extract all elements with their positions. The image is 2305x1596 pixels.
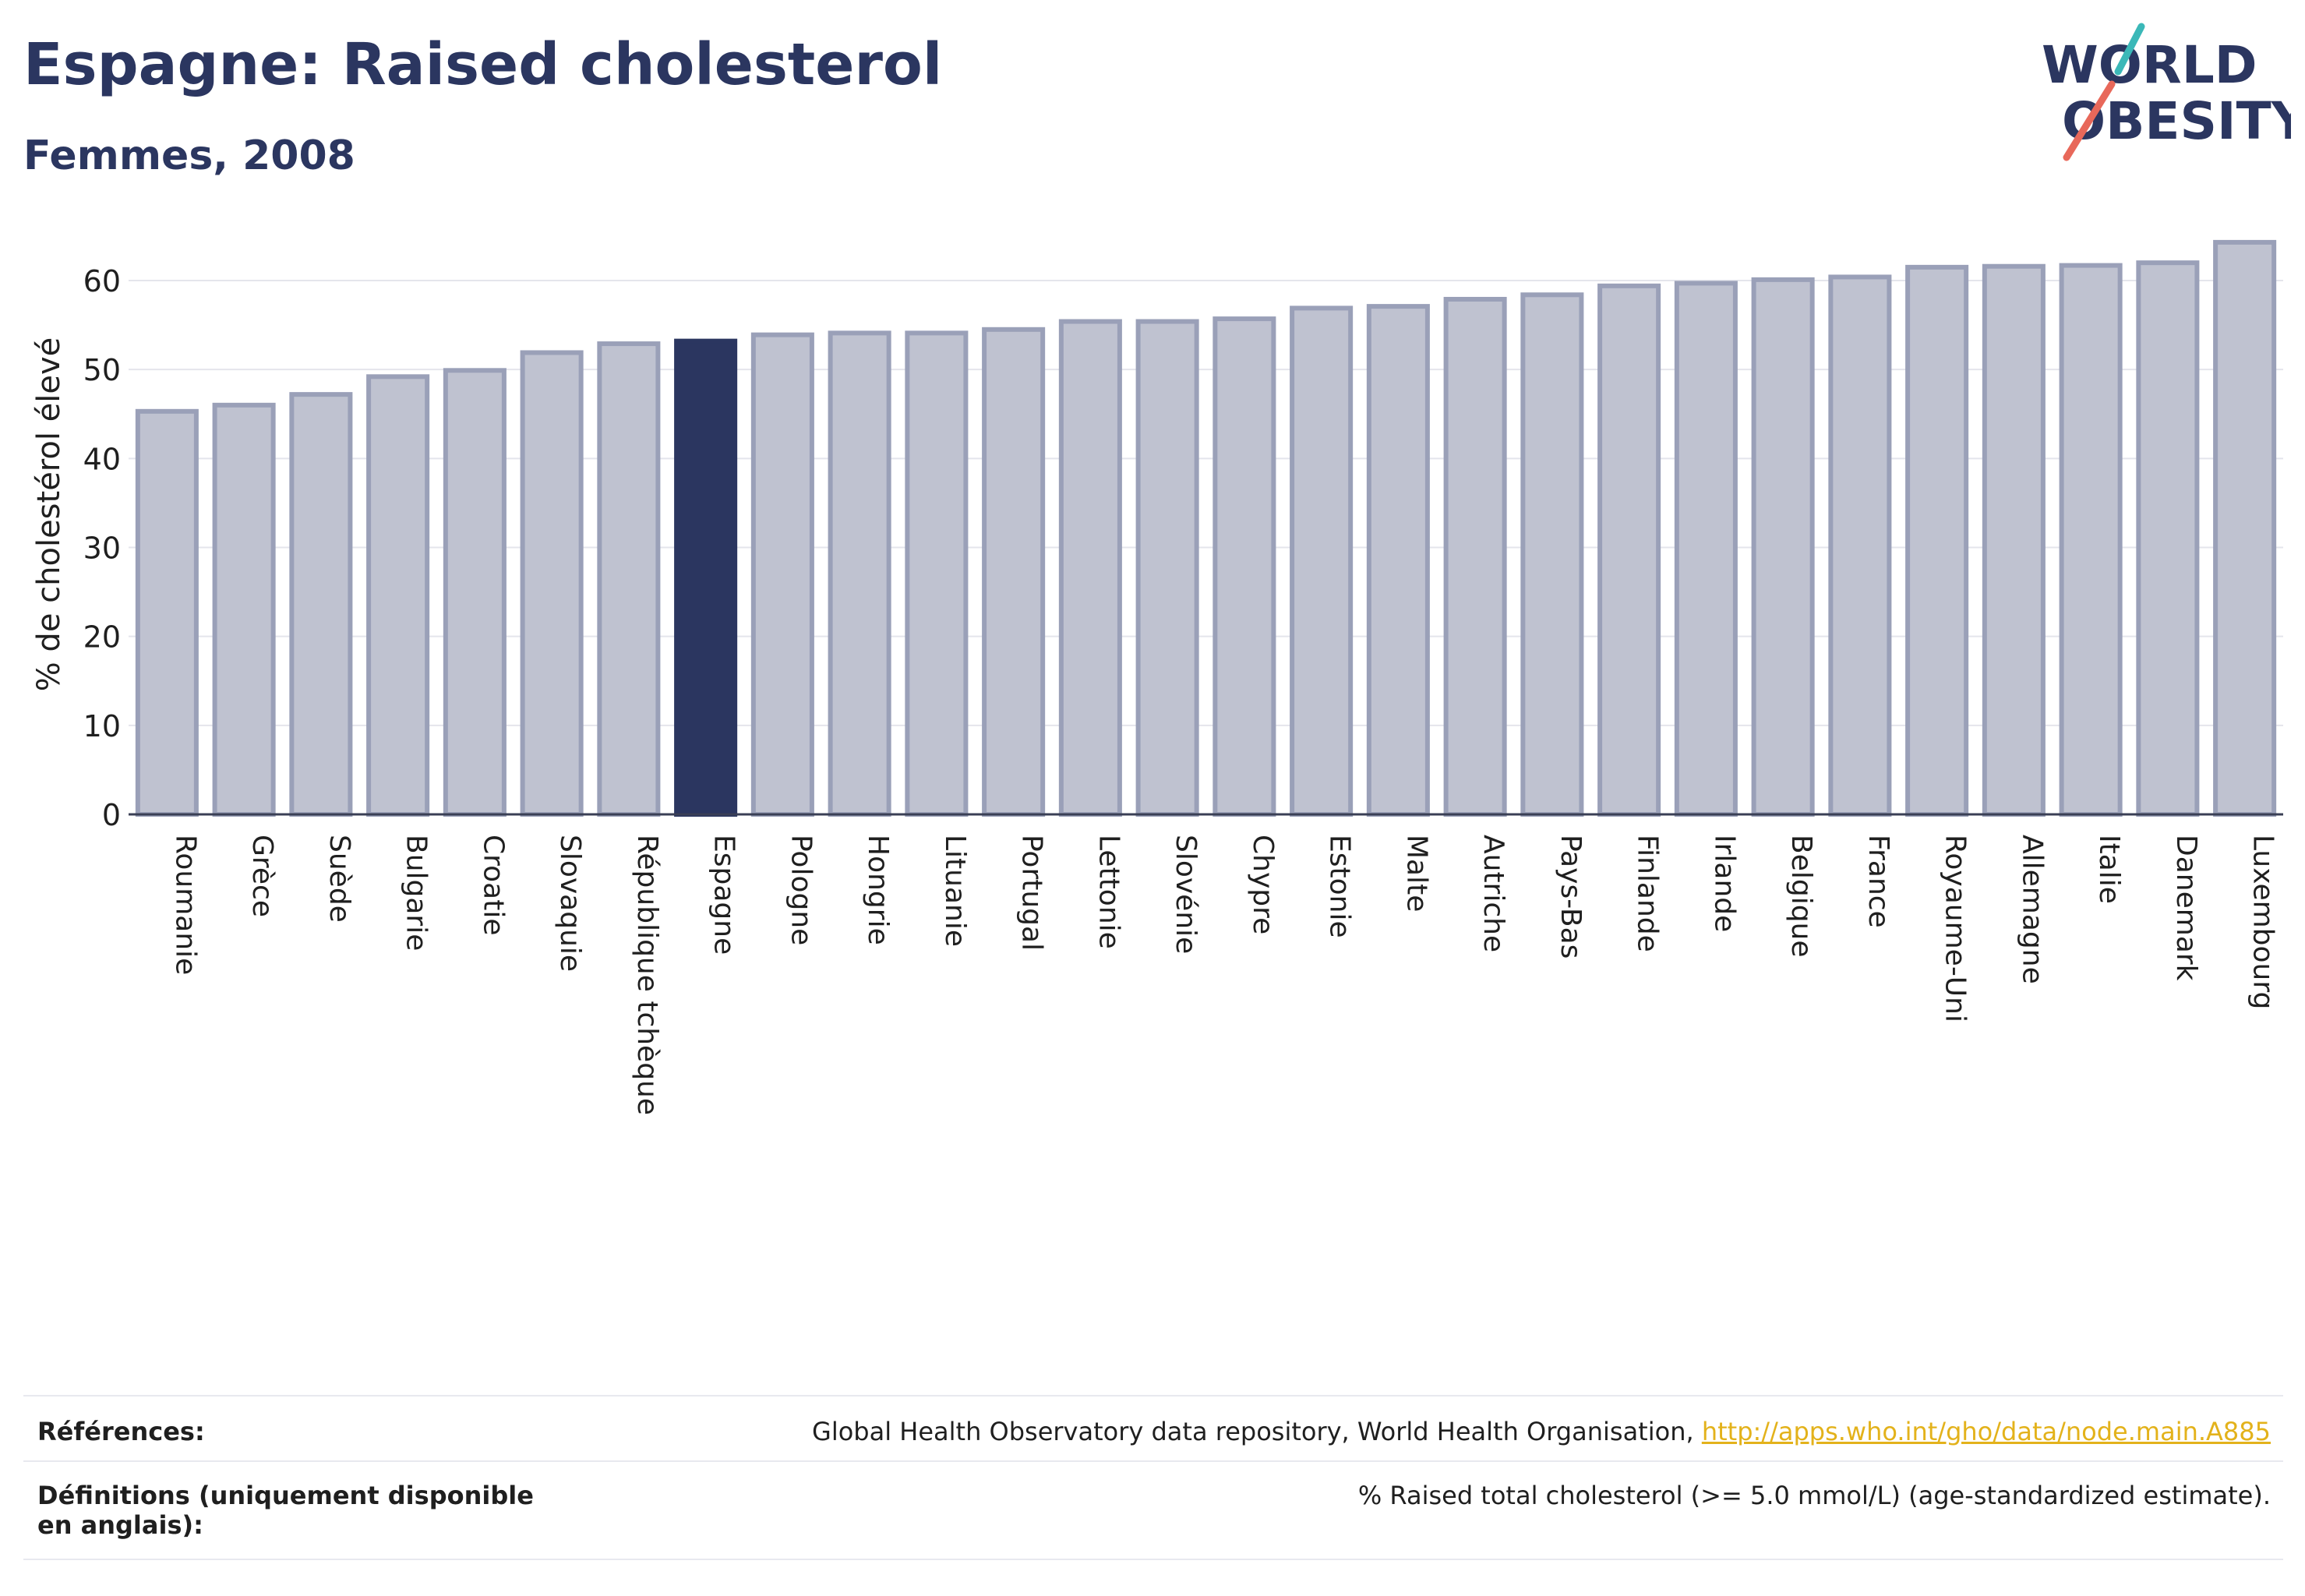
bar-slov-nie xyxy=(1135,319,1199,817)
bar-roumanie xyxy=(135,408,199,817)
bar-france xyxy=(1828,274,1892,817)
bar-estonie xyxy=(1290,305,1354,817)
y-tick-label: 40 xyxy=(83,442,121,476)
footer-separator-top xyxy=(23,1395,2283,1396)
bar-bulgarie xyxy=(366,374,430,817)
world-obesity-logo: WORLD OBESITY xyxy=(2042,23,2291,161)
x-tick-label: Estonie xyxy=(1324,835,1356,938)
y-tick-label: 30 xyxy=(83,531,121,566)
x-tick-label: Bulgarie xyxy=(401,835,432,951)
x-tick-label: Slovaquie xyxy=(554,835,586,972)
x-tick-label: Hongrie xyxy=(862,835,894,945)
y-tick-label: 20 xyxy=(83,620,121,655)
x-tick-label: Allemagne xyxy=(2016,835,2048,984)
bar-finlande xyxy=(1597,283,1661,817)
x-tick-label: Pays-Bas xyxy=(1555,835,1587,959)
x-tick-label: Espagne xyxy=(708,835,740,955)
x-tick-label: Grèce xyxy=(246,835,278,917)
bar-croatie xyxy=(443,368,507,817)
references-text: Global Health Observatory data repositor… xyxy=(812,1417,2271,1446)
bar-chypre xyxy=(1213,316,1276,817)
y-tick-label: 10 xyxy=(83,709,121,743)
bar-slovaquie xyxy=(520,350,584,817)
x-tick-label: Royaume-Uni xyxy=(1940,835,1971,1022)
bar-chart: 0 10 20 30 40 50 60 Roumanie Grèce Suède Bulgarie C… xyxy=(31,239,2283,1115)
definitions-text: % Raised total cholesterol (>= 5.0 mmol/… xyxy=(1357,1481,2271,1510)
bar-italie xyxy=(2059,263,2123,817)
bar-allemagne xyxy=(1982,263,2046,817)
x-tick-label: Pologne xyxy=(785,835,817,945)
bar-malte xyxy=(1366,304,1430,817)
y-tick-label: 60 xyxy=(83,264,121,298)
bars xyxy=(135,239,2277,817)
bar-pays-bas xyxy=(1520,292,1584,817)
x-tick-label: Finlande xyxy=(1632,835,1664,952)
x-tick-label: Portugal xyxy=(1016,835,1048,951)
references-source: Global Health Observatory data repositor… xyxy=(812,1417,1702,1446)
logo-slash-top xyxy=(2114,23,2145,76)
x-tick-label: Danemark xyxy=(2170,835,2202,981)
y-tick-label: 0 xyxy=(102,798,121,832)
bar-irlande xyxy=(1674,281,1738,817)
bar-danemark xyxy=(2136,260,2200,817)
x-tick-label: Slovénie xyxy=(1170,835,1202,954)
x-tick-label: Italie xyxy=(2093,835,2125,904)
x-tick-label: France xyxy=(1862,835,1894,928)
bar-belgique xyxy=(1751,277,1815,817)
footer-separator-middle xyxy=(23,1460,2283,1462)
definitions-label: Définitions (uniquement disponible en an… xyxy=(37,1481,534,1540)
bar-su-de xyxy=(289,392,353,817)
references-label: Références: xyxy=(37,1417,205,1446)
logo-line1: WORLD xyxy=(2042,35,2257,95)
bar-lettonie xyxy=(1058,319,1122,817)
axes: 0 10 20 30 40 50 60 Roumanie Grèce Suède Bulgarie C… xyxy=(83,264,2283,1115)
bar-hongrie xyxy=(828,330,891,817)
footer-separator-bottom xyxy=(23,1559,2283,1560)
x-tick-label: Autriche xyxy=(1477,835,1509,952)
bar-pologne xyxy=(750,332,814,817)
x-tick-label: Croatie xyxy=(477,835,509,936)
bar-autriche xyxy=(1443,296,1507,817)
logo-slash-bottom xyxy=(2063,80,2116,161)
x-tick-label: Belgique xyxy=(1785,835,1817,958)
x-tick-label: Lituanie xyxy=(939,835,971,947)
bar-luxembourg xyxy=(2213,239,2277,817)
bar-lituanie xyxy=(905,330,969,817)
bar-espagne xyxy=(674,338,738,817)
x-tick-label: Irlande xyxy=(1708,835,1740,932)
y-tick-label: 50 xyxy=(83,353,121,387)
bar-portugal xyxy=(982,327,1046,817)
x-tick-label: Chypre xyxy=(1247,835,1279,934)
bar-r-publique-tch-que xyxy=(597,341,661,817)
y-axis-label: % de cholestérol élevé xyxy=(31,337,67,692)
references-link[interactable]: http://apps.who.int/gho/data/node.main.A… xyxy=(1701,1417,2271,1446)
bar-royaume-uni xyxy=(1905,264,1969,817)
x-tick-label: Malte xyxy=(1400,835,1432,912)
x-tick-label: Roumanie xyxy=(169,835,201,975)
chart-title: Espagne: Raised cholesterol xyxy=(23,31,943,98)
x-tick-label: Lettonie xyxy=(1092,835,1124,949)
x-tick-label: République tchèque xyxy=(631,835,663,1115)
x-tick-label: Luxembourg xyxy=(2247,835,2279,1009)
x-tick-label: Suède xyxy=(323,835,355,923)
bar-gr-ce xyxy=(212,402,276,817)
chart-subtitle: Femmes, 2008 xyxy=(23,132,355,179)
